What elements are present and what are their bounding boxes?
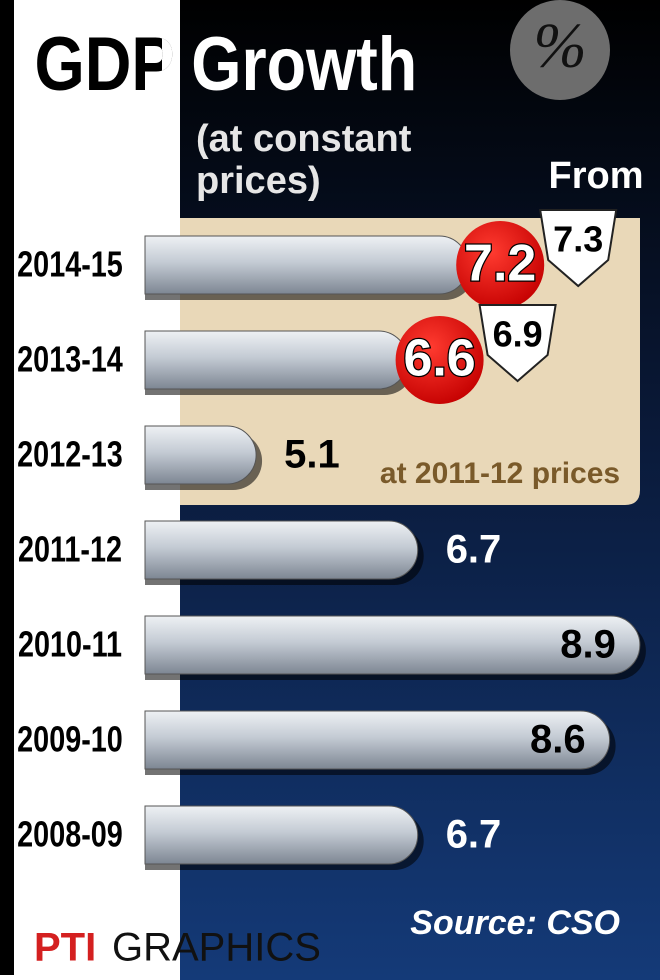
- highlight-note: at 2011-12 prices: [380, 457, 620, 490]
- percent-symbol: %: [533, 10, 586, 81]
- chart-title: GDP Growth: [35, 21, 418, 106]
- subtitle-box: (at constant prices): [196, 118, 412, 202]
- value-label: 6.7: [446, 813, 502, 857]
- previous-value: 7.3: [553, 219, 603, 260]
- credit-logo: PTI: [34, 926, 96, 970]
- bar: [144, 235, 469, 295]
- value-label: 8.6: [530, 718, 586, 762]
- chart-title: GDP Growth: [35, 21, 418, 106]
- category-label: 2010-11: [18, 623, 122, 664]
- category-label: 2013-14: [17, 338, 123, 379]
- value-label: 5.1: [284, 433, 340, 477]
- bar: [144, 520, 419, 580]
- source: Source: CSO: [410, 904, 620, 942]
- category-label: 2009-10: [17, 718, 123, 759]
- value-label: 8.9: [560, 623, 616, 667]
- highlight-circle: [456, 221, 545, 309]
- previous-value: 6.9: [493, 314, 543, 355]
- bar: [144, 710, 611, 770]
- bar: [144, 425, 257, 485]
- bar: [144, 330, 409, 390]
- category-label: 2012-13: [17, 433, 123, 474]
- bar: [144, 805, 419, 865]
- percent-badge: [510, 0, 610, 100]
- previous-marker: [539, 209, 618, 288]
- value-label: 7.2: [464, 235, 536, 293]
- category-label: 2014-15: [17, 243, 123, 284]
- previous-marker: [478, 304, 557, 383]
- value-label: 6.6: [403, 330, 475, 388]
- credit-text: GRAPHICS: [112, 926, 321, 970]
- bar: [144, 615, 641, 675]
- category-label: 2011-12: [18, 528, 122, 569]
- value-label: 6.7: [446, 528, 502, 572]
- chart-subtitle: (at constant prices): [196, 118, 412, 202]
- left-rule: [0, 0, 14, 975]
- highlight-circle: [395, 316, 484, 404]
- previous-label: From: [549, 155, 644, 197]
- category-label: 2008-09: [17, 813, 123, 854]
